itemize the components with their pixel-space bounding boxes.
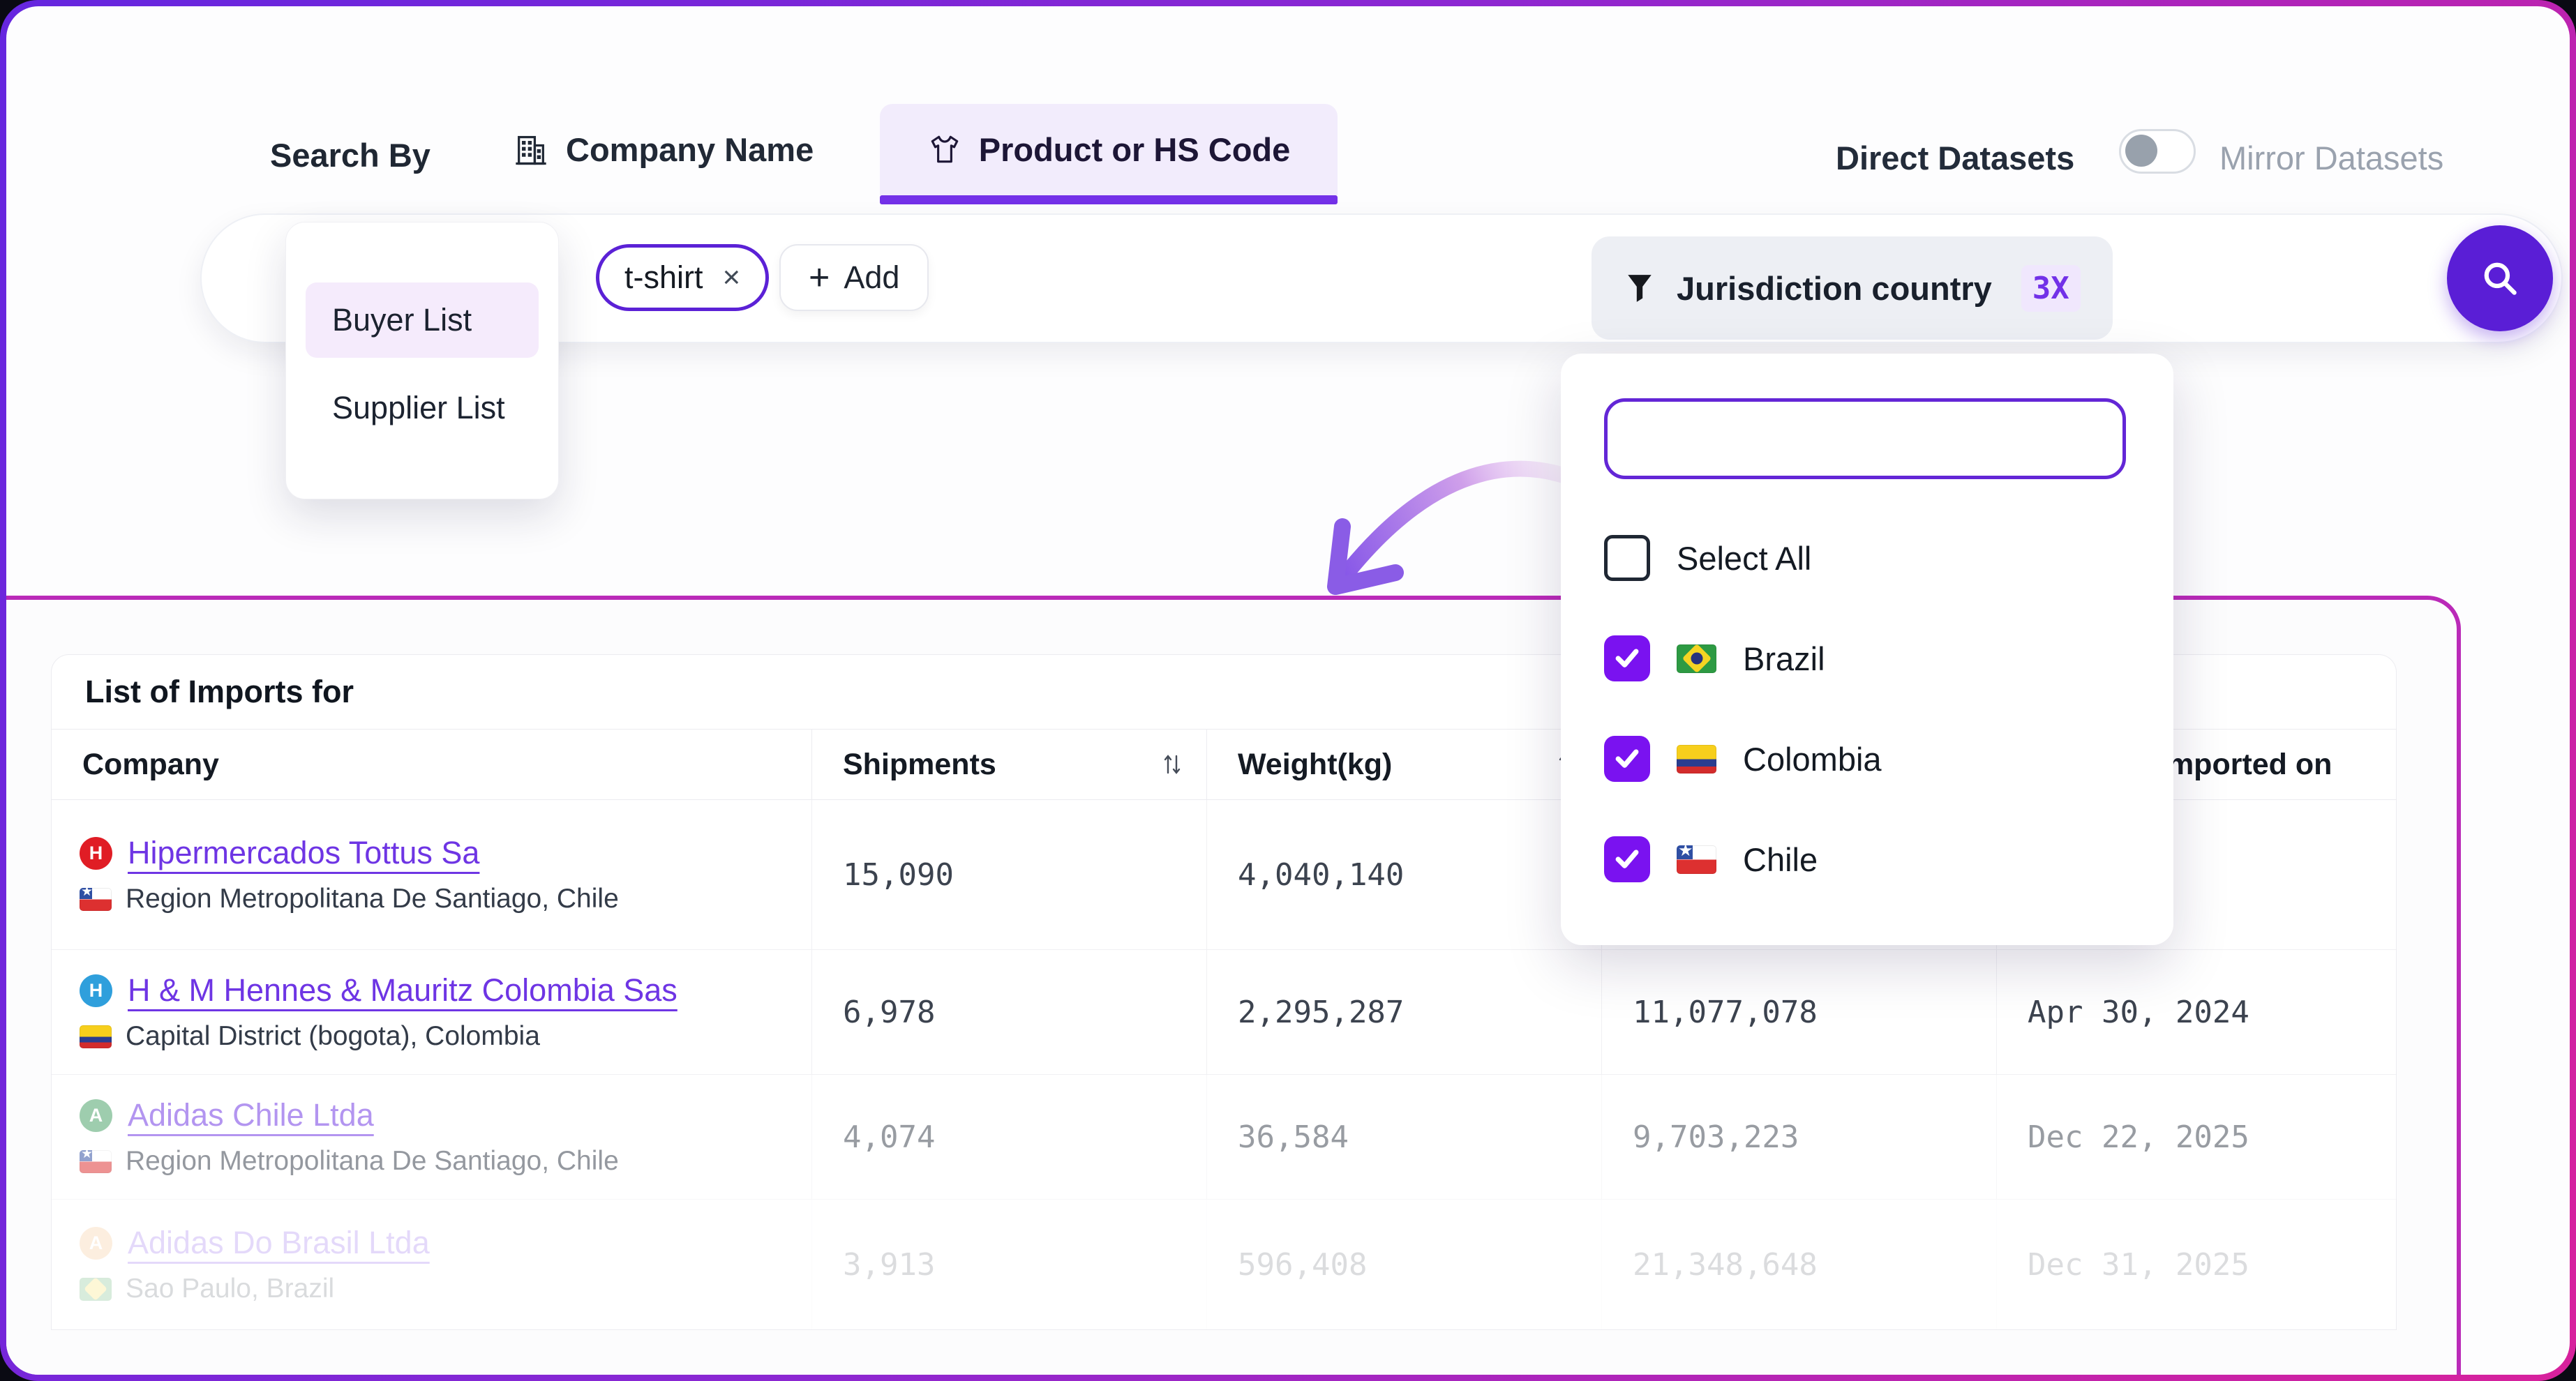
filter-count-badge: 3X — [2021, 264, 2081, 312]
toggle-knob — [2125, 135, 2157, 167]
column-header-company[interactable]: Company — [52, 730, 812, 799]
checkbox-checked-icon[interactable] — [1604, 736, 1650, 782]
colombia-flag-icon — [80, 1025, 112, 1048]
chile-flag-icon — [80, 1149, 112, 1173]
shipments-cell: 6,978 — [812, 950, 1207, 1074]
search-submit-button[interactable] — [2447, 225, 2553, 331]
colombia-flag-icon — [1677, 744, 1716, 773]
shipments-cell: 15,090 — [812, 800, 1207, 949]
filter-option-brazil[interactable]: Brazil — [1604, 635, 1825, 681]
company-location: Sao Paulo, Brazil — [126, 1274, 335, 1304]
app-page: Search By Company Name Product or HS Cod… — [6, 6, 2570, 1375]
jurisdiction-country-label: Jurisdiction country — [1677, 269, 1992, 307]
company-link[interactable]: Adidas Chile Ltda — [128, 1097, 374, 1133]
tab-company-name[interactable]: Company Name — [513, 130, 814, 169]
column-header-weight[interactable]: Weight(kg) — [1207, 730, 1602, 799]
shipments-cell: 4,074 — [812, 1075, 1207, 1199]
active-tab-underline — [880, 195, 1338, 204]
table-row: A Adidas Chile Ltda Region Metropolitana… — [52, 1075, 2396, 1200]
value-cell: 21,348,648 — [1602, 1200, 1997, 1329]
tab-company-name-label: Company Name — [566, 131, 814, 168]
column-header-imported-on[interactable]: Imported on — [2159, 747, 2332, 781]
filter-option-colombia[interactable]: Colombia — [1604, 736, 1882, 782]
imported-on-cell: Dec 31, 2025 — [2028, 1246, 2249, 1283]
chile-flag-icon — [80, 887, 112, 911]
remove-tag-icon[interactable]: × — [722, 260, 741, 294]
table-row: H H & M Hennes & Mauritz Colombia Sas Ca… — [52, 950, 2396, 1075]
imported-on-cell: Apr 30, 2024 — [2028, 994, 2249, 1030]
sort-icon[interactable] — [1162, 752, 1183, 777]
jurisdiction-filter-dropdown: Select All Brazil Colombia Chile — [1561, 354, 2173, 945]
direct-datasets-label: Direct Datasets — [1836, 139, 2075, 176]
search-tag-tshirt[interactable]: t-shirt × — [596, 244, 770, 311]
value-cell: 9,703,223 — [1602, 1075, 1997, 1199]
company-link[interactable]: Adidas Do Brasil Ltda — [128, 1225, 430, 1260]
weight-cell: 596,408 — [1207, 1200, 1602, 1329]
dropdown-item-supplier-list[interactable]: Supplier List — [332, 390, 505, 425]
tab-product-hs-code-label: Product or HS Code — [978, 131, 1291, 168]
company-cell: A Adidas Do Brasil Ltda Sao Paulo, Brazi… — [52, 1200, 812, 1329]
company-link[interactable]: Hipermercados Tottus Sa — [128, 835, 480, 870]
dropdown-item-buyer-list[interactable]: Buyer List — [306, 282, 539, 358]
avatar: H — [80, 974, 112, 1007]
brazil-flag-icon — [1677, 644, 1716, 673]
weight-cell: 36,584 — [1207, 1075, 1602, 1199]
checkbox-unchecked-icon[interactable] — [1604, 535, 1650, 581]
list-type-dropdown: Buyer List Supplier List — [285, 222, 559, 499]
building-icon — [513, 132, 549, 168]
search-bar[interactable] — [200, 213, 2563, 343]
tshirt-icon — [927, 133, 962, 167]
company-location: Region Metropolitana De Santiago, Chile — [126, 1146, 619, 1176]
imported-on-cell: Dec 22, 2025 — [2028, 1119, 2249, 1155]
table-row: H Hipermercados Tottus Sa Region Metropo… — [52, 800, 2396, 950]
datasets-toggle[interactable] — [2119, 129, 2196, 174]
weight-cell: 2,295,287 — [1207, 950, 1602, 1074]
avatar: A — [80, 1226, 112, 1260]
avatar: H — [80, 836, 112, 870]
checkbox-checked-icon[interactable] — [1604, 635, 1650, 681]
avatar: A — [80, 1099, 112, 1132]
search-icon — [2477, 255, 2523, 301]
filter-option-select-all[interactable]: Select All — [1604, 535, 1811, 581]
search-by-label: Search By — [270, 137, 430, 174]
mirror-datasets-label: Mirror Datasets — [2219, 139, 2444, 176]
filter-option-chile[interactable]: Chile — [1604, 836, 1818, 882]
search-tag-label: t-shirt — [624, 259, 703, 295]
checkbox-checked-icon[interactable] — [1604, 836, 1650, 882]
company-cell: H Hipermercados Tottus Sa Region Metropo… — [52, 800, 812, 949]
tab-product-hs-code[interactable]: Product or HS Code — [880, 104, 1338, 195]
country-search-input[interactable] — [1604, 398, 2126, 479]
table-header-row: Company Shipments Weight(kg) Imported on — [52, 730, 2396, 800]
add-button-label: Add — [844, 259, 900, 295]
company-link[interactable]: H & M Hennes & Mauritz Colombia Sas — [128, 972, 677, 1008]
company-location: Capital District (bogota), Colombia — [126, 1021, 540, 1051]
plus-icon: + — [809, 257, 830, 298]
company-cell: H H & M Hennes & Mauritz Colombia Sas Ca… — [52, 950, 812, 1074]
value-cell: 11,077,078 — [1602, 950, 1997, 1074]
column-header-shipments[interactable]: Shipments — [812, 730, 1207, 799]
shipments-cell: 3,913 — [812, 1200, 1207, 1329]
filter-funnel-icon — [1624, 272, 1656, 304]
company-location: Region Metropolitana De Santiago, Chile — [126, 884, 619, 914]
brazil-flag-icon — [80, 1277, 112, 1301]
table-row: A Adidas Do Brasil Ltda Sao Paulo, Brazi… — [52, 1200, 2396, 1329]
table-title: List of Imports for — [52, 655, 2396, 730]
company-cell: A Adidas Chile Ltda Region Metropolitana… — [52, 1075, 812, 1199]
weight-cell: 4,040,140 — [1207, 800, 1602, 949]
chile-flag-icon — [1677, 845, 1716, 874]
jurisdiction-country-filter-button[interactable]: Jurisdiction country 3X — [1592, 236, 2113, 340]
imports-table-card: List of Imports for Company Shipments We… — [51, 654, 2397, 1330]
add-keyword-button[interactable]: + Add — [779, 244, 929, 311]
